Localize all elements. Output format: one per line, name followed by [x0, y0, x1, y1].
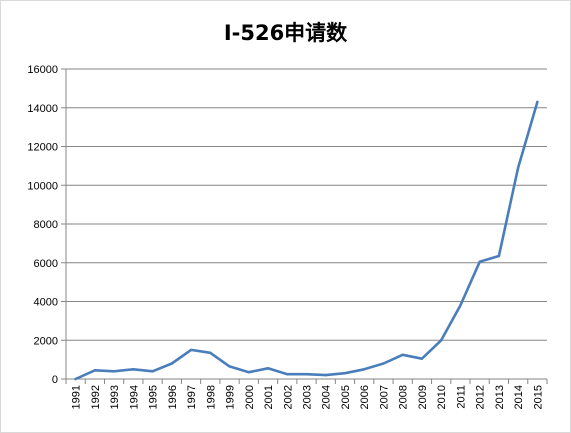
data-point [170, 362, 174, 365]
x-tick-label: 2000 [244, 385, 256, 409]
x-tick-label: 2002 [282, 385, 294, 409]
data-point [324, 373, 327, 377]
y-tick-label: 14000 [27, 103, 58, 115]
data-point [132, 368, 135, 371]
x-tick-label: 1995 [148, 385, 160, 409]
data-point [516, 166, 520, 170]
data-point [401, 353, 404, 356]
x-tick-label: 1993 [109, 385, 121, 409]
data-point [266, 367, 270, 370]
data-point [112, 370, 116, 373]
x-tick-label: 2014 [513, 385, 525, 409]
y-tick-label: 16000 [27, 64, 58, 76]
x-tick-label: 2006 [359, 385, 371, 409]
data-point [286, 372, 289, 376]
x-tick-label: 1994 [128, 385, 140, 409]
y-tick-label: 4000 [34, 297, 58, 309]
grid-lines [66, 68, 547, 341]
x-axis-tick-labels: 1991 1992 1993 1994 1995 1996 1997 1998 1999 2000… [71, 385, 545, 409]
x-tick-label: 2005 [340, 385, 352, 409]
x-tick-label: 2001 [263, 385, 275, 409]
y-axis-tick-labels: 0 2000 4000 6000 8000 10000 12000 14000 16000 [27, 64, 58, 386]
series-layer [74, 100, 539, 381]
x-tick-label: 1999 [225, 385, 237, 409]
y-tick-label: 12000 [27, 142, 58, 154]
x-tick-label: 2011 [455, 385, 467, 409]
x-tick-label: 1992 [90, 385, 102, 409]
x-tick-label: 1997 [186, 385, 198, 409]
data-point [536, 100, 539, 104]
data-point [497, 254, 501, 258]
x-tick-label: 2010 [436, 385, 448, 409]
data-point [305, 372, 308, 376]
x-tick-label: 1996 [167, 385, 179, 409]
x-tick-label: 1991 [71, 385, 83, 409]
x-tick-label: 2012 [475, 385, 487, 409]
x-tick-label: 2003 [302, 385, 314, 409]
x-tick-label: 2007 [378, 385, 390, 409]
data-point [420, 357, 424, 360]
x-tick-label: 2015 [532, 385, 544, 409]
data-point [189, 348, 193, 352]
data-point [382, 362, 385, 365]
x-tick-label: 1998 [205, 385, 217, 409]
data-point [74, 377, 77, 381]
y-tick-label: 6000 [34, 258, 58, 270]
data-point [439, 339, 443, 342]
data-point [459, 304, 462, 307]
y-tick-label: 8000 [34, 219, 58, 231]
y-tick-label: 0 [52, 374, 58, 386]
data-point [151, 370, 154, 373]
x-tick-label: 2009 [417, 385, 429, 409]
axes [61, 68, 548, 384]
y-tick-label: 2000 [34, 335, 58, 347]
data-point [247, 371, 250, 374]
x-tick-label: 2004 [321, 385, 333, 409]
data-point [209, 351, 212, 355]
series-line-0 [74, 100, 539, 381]
chart-title: I-526申请数 [223, 21, 348, 45]
data-point [343, 371, 347, 375]
x-tick-label: 2008 [398, 385, 410, 409]
data-point [228, 365, 231, 368]
data-point [478, 260, 481, 263]
x-tick-label: 2013 [494, 385, 506, 409]
y-tick-label: 10000 [27, 180, 58, 192]
data-point [363, 368, 366, 371]
data-point [93, 369, 97, 372]
